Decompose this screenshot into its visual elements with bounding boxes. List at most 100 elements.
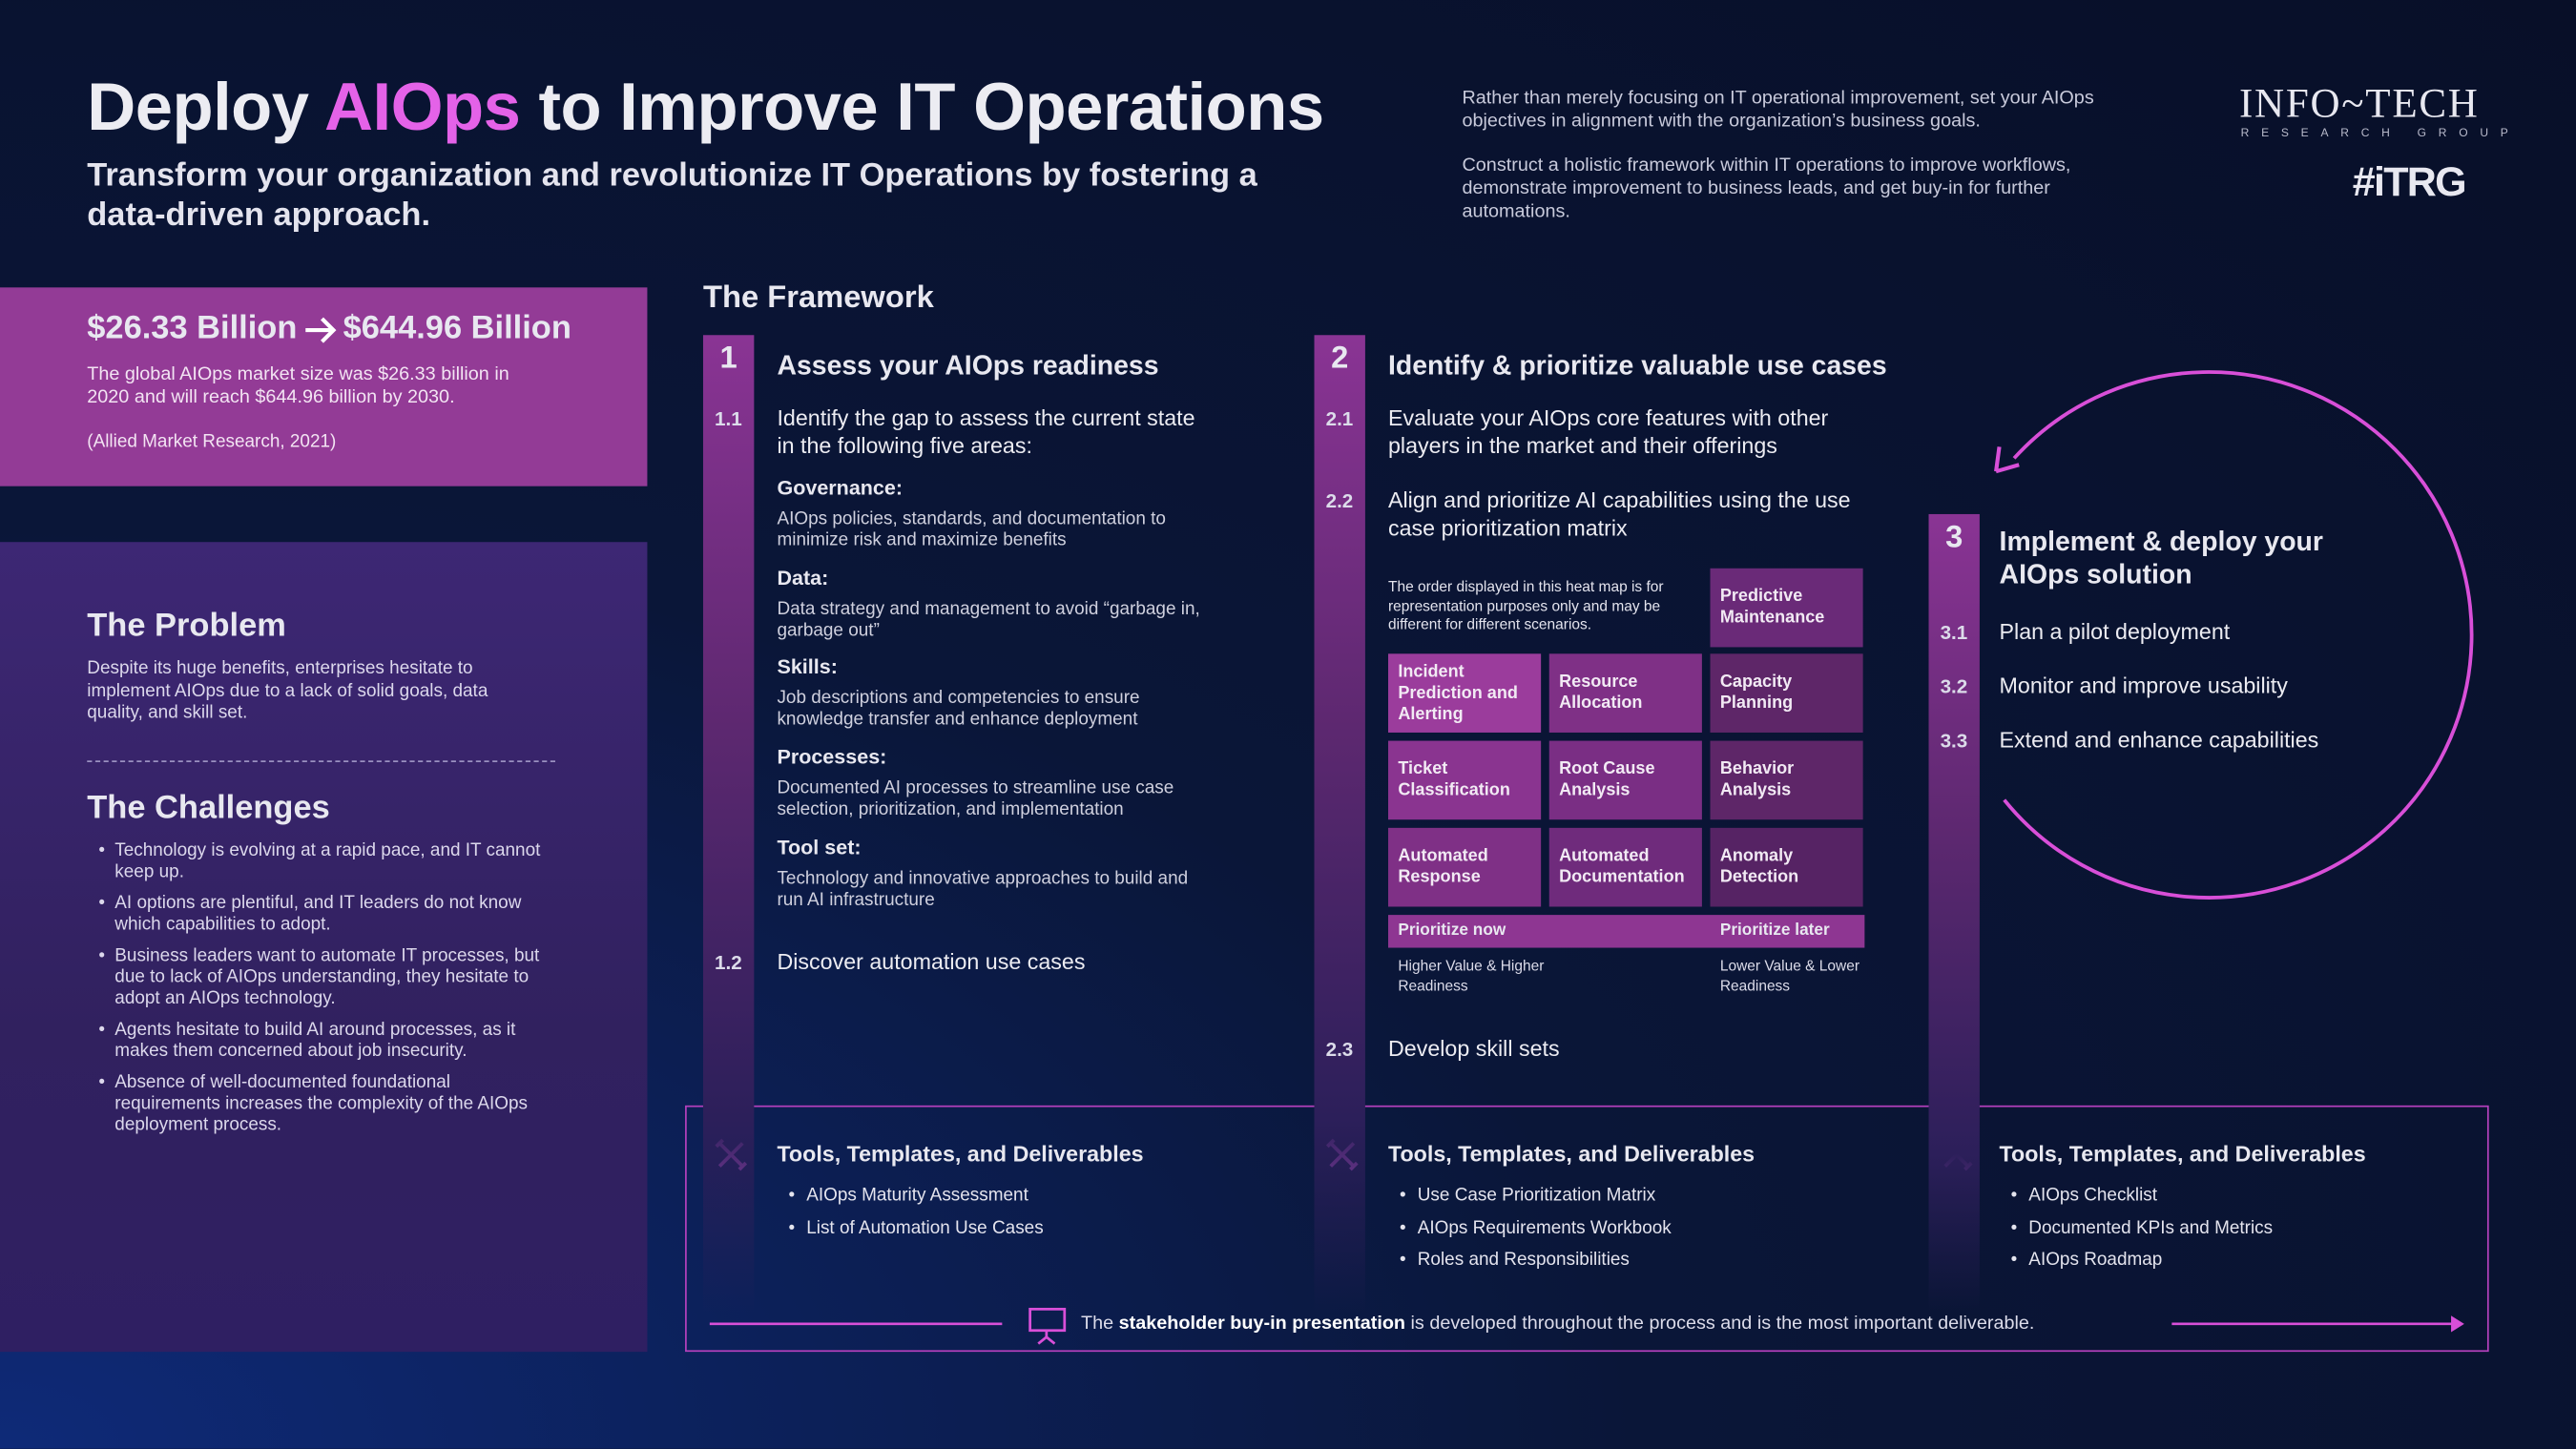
logo-name: Info~Tech [2238, 82, 2480, 127]
challenge-item: • Business leaders want to automate IT pr… [98, 946, 545, 1010]
title-part: to Improve IT Operations [520, 69, 1324, 145]
stat-arrow [305, 316, 337, 342]
phase-title: Identify & prioritize valuable use cases [1388, 351, 1887, 382]
bullet: • [2010, 1218, 2018, 1238]
phase-number: 3 [1945, 520, 1963, 556]
tools-item: • AIOps Checklist [2011, 1186, 2157, 1206]
challenge-text: AI options are plentiful, and IT leaders… [114, 893, 522, 935]
stat-to: $644.96 Billion [343, 310, 571, 347]
tools-box [685, 1105, 2489, 1353]
phase-number: 1 [719, 342, 737, 377]
step-text: Develop skill sets [1388, 1036, 1560, 1062]
step-number: 3.2 [1940, 674, 1968, 698]
bullet: • [2010, 1186, 2018, 1206]
matrix-cell: Predictive Maintenance [1710, 568, 1863, 648]
tools-item-text: Use Case Prioritization Matrix [1417, 1186, 1656, 1206]
step-text: Evaluate your AIOps core features with o… [1388, 405, 1829, 458]
area-label: Data: [777, 566, 829, 590]
phase-bar [1928, 513, 1980, 1314]
tools-item-text: AIOps Requirements Workbook [1417, 1218, 1672, 1238]
problem-text: Despite its huge benefits, enterprises h… [87, 658, 488, 723]
matrix-cell: Behavior Analysis [1710, 740, 1863, 820]
step-number: 1.1 [715, 407, 742, 431]
tools-heading: Tools, Templates, and Deliverables [1388, 1141, 1755, 1167]
step-text: Monitor and improve usability [1999, 673, 2288, 698]
tools-item: • AIOps Roadmap [2011, 1251, 2163, 1271]
tools-item: • AIOps Requirements Workbook [1400, 1218, 1672, 1238]
step-number: 1.2 [715, 950, 742, 975]
challenge-item: • AI options are plentiful, and IT leader… [98, 894, 545, 937]
step-text: Extend and enhance capabilities [1999, 727, 2319, 753]
step-number: 2.1 [1325, 407, 1354, 431]
tools-heading: Tools, Templates, and Deliverables [777, 1141, 1144, 1167]
phase-number: 2 [1331, 342, 1349, 377]
now-note: Higher Value & Higher Readiness [1398, 957, 1545, 993]
matrix-cell: Ticket Classification [1388, 740, 1542, 820]
tools-item-text: AIOps Maturity Assessment [806, 1186, 1028, 1206]
presentation-icon [1028, 1307, 1067, 1345]
footer-part: The [1081, 1314, 1119, 1335]
bullet: • [98, 840, 105, 861]
area-text: AIOps policies, standards, and documenta… [777, 508, 1166, 550]
title-part: Deploy [87, 69, 325, 145]
arrow-path [305, 316, 337, 342]
stat-text: The global AIOps market size was $26.33 … [87, 364, 509, 408]
intro-paragraph: Construct a holistic framework within IT… [1462, 155, 2071, 222]
title-part: AIOps [324, 69, 521, 145]
challenges-list: • Technology is evolving at a rapid pace,… [98, 841, 545, 1147]
challenge-text: Absence of well-documented foundational … [114, 1072, 528, 1135]
bullet: • [98, 893, 105, 914]
matrix-cell: Capacity Planning [1710, 653, 1863, 733]
cycle-arc [2003, 370, 2474, 900]
problem-heading: The Problem [87, 608, 286, 644]
area-label: Skills: [777, 655, 838, 679]
step-text: Identify the gap to assess the current s… [777, 405, 1195, 458]
intro-paragraph: Rather than merely focusing on IT operat… [1462, 88, 2094, 132]
challenge-text: Agents hesitate to build AI around proce… [114, 1020, 516, 1062]
phase-title: Assess your AIOps readiness [777, 351, 1159, 382]
matrix-cell: Resource Allocation [1548, 653, 1702, 733]
logo-tagline: RESEARCH GROUP [2240, 128, 2521, 140]
bullet: • [98, 1020, 105, 1040]
framework-heading: The Framework [702, 280, 934, 316]
stat-from: $26.33 Billion [87, 310, 298, 347]
tools-item: • Documented KPIs and Metrics [2011, 1218, 2274, 1238]
priority-bar [1388, 915, 1865, 948]
logo-mark: #iTRG [2352, 159, 2467, 206]
footer-part: is developed throughout the process and … [1405, 1314, 2035, 1335]
area-text: Data strategy and management to avoid “g… [777, 598, 1200, 641]
bullet: • [2010, 1251, 2018, 1271]
bullet: • [98, 1072, 105, 1093]
challenge-item: • Absence of well-documented foundational… [98, 1072, 545, 1136]
later-note: Lower Value & Lower Readiness [1719, 957, 1860, 993]
problem-box [0, 542, 648, 1353]
matrix-cell: Root Cause Analysis [1548, 740, 1702, 820]
subtitle: Transform your organization and revoluti… [87, 157, 1257, 234]
matrix-cell: Anomaly Detection [1710, 827, 1863, 907]
challenge-item: • Agents hesitate to build AI around proc… [98, 1020, 545, 1063]
area-label: Tool set: [777, 836, 862, 859]
challenges-heading: The Challenges [87, 790, 330, 827]
tools-item: • Use Case Prioritization Matrix [1400, 1186, 1655, 1206]
bullet: • [98, 945, 105, 966]
arc-arrowhead [1994, 446, 2020, 474]
area-text: Technology and innovative approaches to … [777, 868, 1189, 910]
matrix-note: The order displayed in this heat map is … [1388, 578, 1664, 632]
tools-item: • List of Automation Use Cases [789, 1218, 1044, 1238]
step-text: Discover automation use cases [777, 949, 1086, 975]
stat-source: (Allied Market Research, 2021) [87, 431, 337, 452]
matrix-cell: Automated Documentation [1548, 827, 1702, 907]
matrix-cell: Automated Response [1388, 827, 1542, 907]
challenge-text: Business leaders want to automate IT pro… [114, 945, 540, 1009]
step-text: Plan a pilot deployment [1999, 619, 2231, 644]
phase-bar [702, 335, 755, 1314]
challenge-text: Technology is evolving at a rapid pace, … [114, 840, 541, 882]
bullet: • [788, 1186, 796, 1206]
tools-item-text: AIOps Roadmap [2028, 1251, 2163, 1271]
area-text: Documented AI processes to streamline us… [777, 778, 1174, 820]
bullet: • [788, 1218, 796, 1238]
tools-item-text: AIOps Checklist [2028, 1186, 2158, 1206]
footer-text: The stakeholder buy-in presentation is d… [1081, 1314, 2034, 1335]
prioritize-now: Prioritize now [1398, 921, 1506, 940]
